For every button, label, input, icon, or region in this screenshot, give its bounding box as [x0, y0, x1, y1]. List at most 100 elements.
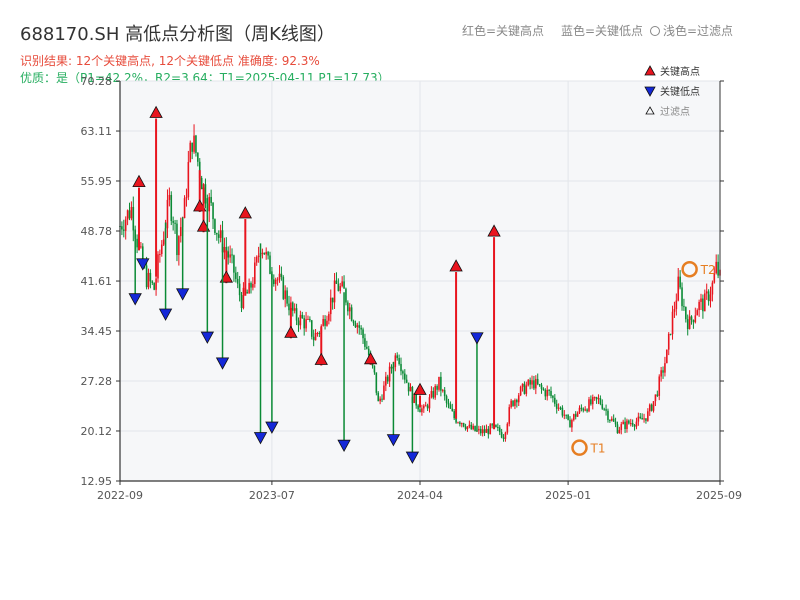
candle-body [358, 325, 361, 328]
candle-body [607, 410, 609, 420]
candle [193, 124, 195, 154]
candle-body [464, 426, 467, 430]
candle [212, 202, 214, 229]
candle-body [310, 320, 313, 337]
candle-body [254, 262, 256, 284]
candle-body [569, 419, 571, 428]
candle-body [301, 314, 304, 319]
key-high-marker [149, 105, 163, 118]
candle-body [491, 424, 493, 426]
candle-body [578, 407, 581, 413]
candle [542, 387, 545, 391]
candle [172, 216, 174, 231]
candle-body [574, 414, 577, 417]
candle [149, 269, 152, 289]
candle [331, 297, 334, 310]
candle [622, 419, 624, 425]
candle-body [140, 246, 142, 248]
candle-body [451, 408, 454, 412]
candle [404, 369, 406, 384]
candle [421, 404, 423, 416]
candle-body [269, 255, 271, 274]
candle-body [590, 399, 592, 405]
candle-body [559, 407, 562, 409]
candle-body [597, 398, 600, 400]
candle-body [388, 366, 391, 382]
candle-body [472, 425, 474, 430]
candle [295, 303, 298, 326]
x-tick-label: 2024-04 [397, 489, 443, 502]
candle [464, 423, 467, 431]
candle [531, 375, 533, 389]
candle-body [462, 423, 465, 427]
candle [160, 240, 163, 257]
candle [548, 389, 550, 396]
candle [375, 372, 378, 396]
candle-body [514, 399, 516, 406]
candle-body [521, 383, 524, 387]
candle [559, 406, 562, 410]
candle [299, 310, 302, 330]
candle [153, 282, 155, 291]
candle-body [658, 376, 661, 396]
candle-body [603, 408, 605, 410]
candle-body [481, 429, 484, 434]
candle-body [666, 349, 668, 364]
candle [122, 219, 125, 238]
candle-body [379, 398, 381, 402]
candle-body [645, 418, 647, 421]
candle [470, 421, 473, 430]
candle-body [360, 327, 362, 330]
candle-body [517, 395, 520, 403]
candle [329, 289, 332, 322]
candle [227, 246, 230, 265]
candle [252, 277, 254, 291]
candle-body [229, 254, 231, 258]
candle-body [696, 310, 699, 316]
candle [679, 270, 681, 290]
candle [307, 315, 309, 320]
candle-body [497, 427, 499, 429]
candle [580, 404, 583, 412]
candle [434, 384, 436, 400]
key-low-marker [128, 293, 142, 306]
candle-body [660, 370, 662, 377]
candle-body [396, 355, 399, 359]
candle-body [479, 428, 482, 434]
note-light-text: 浅色=过滤点 [663, 24, 734, 38]
candle [677, 268, 680, 302]
candle [324, 315, 326, 330]
candle-body [495, 424, 497, 428]
candle-body [221, 230, 224, 253]
legend-high-label: 关键高点 [660, 65, 700, 78]
candle-body [367, 348, 370, 356]
candle-body [157, 254, 159, 279]
candle [170, 191, 173, 226]
candle-body [375, 372, 378, 393]
candle-body [326, 320, 328, 326]
candle [514, 398, 516, 410]
candle [569, 416, 571, 428]
candle-body [654, 394, 657, 402]
candle-body [356, 325, 359, 328]
candle [612, 414, 615, 422]
candle-body [624, 421, 626, 430]
candle-body [527, 379, 530, 386]
candle-body [455, 418, 457, 423]
candle-body [717, 261, 719, 276]
legend-low-label: 关键低点 [660, 85, 700, 98]
candle-body [459, 422, 461, 425]
candle-body [354, 323, 357, 328]
candle [652, 401, 655, 413]
key-high-marker [132, 174, 146, 188]
candle-body [538, 384, 541, 386]
candle [130, 201, 133, 221]
candle-body [424, 405, 427, 407]
candle-body [445, 396, 448, 404]
candle [322, 315, 324, 327]
candle [204, 178, 207, 209]
candle-body [432, 391, 435, 398]
candle [309, 316, 311, 323]
candle-body [591, 397, 594, 405]
candle [385, 371, 387, 392]
